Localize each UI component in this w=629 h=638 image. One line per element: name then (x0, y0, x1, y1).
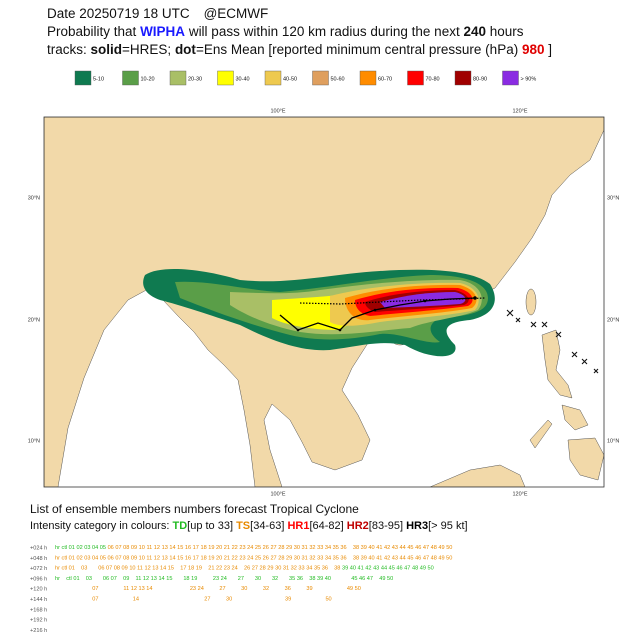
lon-label: 120°E (512, 108, 527, 114)
member-numbers: hr ctl 01 02 03 04 05 (55, 545, 108, 551)
row-members: 07 14 27 30 39 50 (55, 597, 332, 603)
palawan (529, 419, 553, 449)
row-label: +168 h (30, 607, 47, 613)
probability-field (143, 268, 495, 357)
legend: 5-10 10-20 20-30 30-40 40-50 50-60 60-70 70-80 8… (74, 70, 537, 86)
row-label: +192 h (30, 618, 47, 624)
mindanao (567, 437, 604, 481)
lat-label: 10°N (28, 438, 40, 444)
row-label: +048 h (30, 556, 47, 562)
borneo (429, 464, 526, 487)
ens-mean-track (299, 297, 486, 305)
row-members: hr ctl 01 02 03 04 05 06 07 08 09 10 11 … (55, 556, 452, 562)
legend-swatch (169, 70, 187, 86)
legend-swatch (359, 70, 377, 86)
header-text: Probability that (47, 24, 140, 39)
legend-swatch (407, 70, 424, 86)
legend-label: 70-80 (426, 76, 440, 82)
header-text: =Ens Mean [reported minimum central pres… (196, 42, 522, 57)
lon-label: 100°E (270, 108, 285, 114)
member-numbers: hr ctl 01 02 03 04 05 06 07 08 09 10 11 … (55, 556, 452, 562)
lat-label: 10°N (607, 438, 619, 444)
row-label: +024 h (30, 545, 47, 551)
intensity-range: [> 95 kt] (428, 520, 467, 532)
row-members: hr ctl 01 02 03 04 05 06 07 08 09 10 11 … (55, 545, 452, 551)
intensity-code: HR1 (287, 520, 309, 532)
header-text: @ECMWF (204, 6, 269, 21)
legend-label: 40-50 (283, 76, 297, 82)
intensity-code: HR2 (347, 520, 369, 532)
legend-swatch (502, 70, 519, 86)
legend-label: 10-20 (141, 76, 155, 82)
intensity-range: [up to 33] (187, 520, 236, 532)
intensity-range: [34-63] (250, 520, 287, 532)
taiwan (525, 288, 537, 316)
header-text: solid (91, 42, 123, 57)
legend-swatch (454, 70, 472, 86)
legend-label: 20-30 (188, 76, 202, 82)
row-members: 07 11 12 13 14 23 24 27 30 32 36 39 49 5… (55, 587, 361, 593)
row-members: hr ctl 01 03 06 07 09 11 12 13 14 15 18 … (55, 576, 393, 582)
member-numbers: 07 14 27 30 39 50 (55, 597, 332, 603)
header-text: tracks: (47, 42, 91, 57)
map-axes: 100°E 100°E 120°E 120°E 30°N 30°N 20°N 20°N 10°N… (28, 108, 620, 497)
row-label: +144 h (30, 597, 47, 603)
legend-swatch (264, 70, 282, 86)
intensity-range: [83-95] (369, 520, 406, 532)
header-text: 240 (463, 24, 486, 39)
legend-swatch (312, 70, 329, 86)
member-numbers: 39 40 41 42 43 44 45 46 47 48 49 50 (361, 545, 453, 551)
lon-label: 100°E (270, 491, 285, 497)
header-line: tracks: solid=HRES; dot=Ens Mean [report… (47, 42, 552, 57)
legend-label: 60-70 (378, 76, 392, 82)
header-text: 980 (522, 42, 545, 57)
row-label: +120 h (30, 587, 47, 593)
row-label: +096 h (30, 576, 47, 582)
legend-label: 30-40 (236, 76, 250, 82)
member-numbers: hr ctl 01 03 06 07 09 11 12 13 14 15 18 … (55, 576, 393, 582)
intensity-range: [64-82] (309, 520, 346, 532)
member-numbers: hr ctl 01 03 06 07 08 09 10 11 12 13 14 … (55, 566, 342, 572)
intensity-code: TD (172, 520, 187, 532)
header-text: ] (544, 42, 552, 57)
legend-label: 80-90 (473, 76, 487, 82)
lat-label: 20°N (28, 317, 40, 323)
legend-label: 5-10 (93, 76, 104, 82)
header-text: =HRES; (122, 42, 175, 57)
member-rows: +024 h hr ctl 01 02 03 04 05 06 07 08 09 … (30, 545, 452, 634)
lat-label: 20°N (607, 317, 619, 323)
intensity-prefix: Intensity category in colours: (30, 520, 172, 532)
legend-label: > 90% (521, 76, 537, 82)
legend-swatch (122, 70, 139, 86)
legend-swatch (217, 70, 234, 86)
header-line: Probability that WIPHA will pass within … (47, 24, 524, 39)
member-numbers: 06 07 08 09 10 11 12 13 14 15 16 17 18 1… (108, 545, 361, 551)
row-label: +072 h (30, 566, 47, 572)
map (44, 117, 604, 487)
visayas (561, 404, 589, 431)
member-numbers: 07 11 12 13 14 23 24 27 30 32 36 39 49 5… (55, 587, 361, 593)
header-text: Date 20250719 18 UTC (47, 6, 190, 21)
luzon (541, 329, 573, 399)
lat-label: 30°N (607, 195, 619, 201)
header-text: will pass within 120 km radius during th… (185, 24, 463, 39)
reported-positions (506, 309, 599, 374)
header-text: WIPHA (140, 24, 185, 39)
intensity-code: HR3 (406, 520, 428, 532)
header-text: dot (175, 42, 196, 57)
legend-swatch (74, 70, 92, 86)
header-text: hours (486, 24, 524, 39)
members-title: List of ensemble members numbers forecas… (30, 502, 359, 516)
intensity-legend: Intensity category in colours: TD[up to … (30, 520, 468, 532)
row-members: hr ctl 01 03 06 07 08 09 10 11 12 13 14 … (55, 566, 434, 572)
map-frame (43, 116, 605, 488)
legend-label: 50-60 (331, 76, 345, 82)
lat-label: 30°N (28, 195, 40, 201)
lon-label: 120°E (512, 491, 527, 497)
row-label: +216 h (30, 628, 47, 634)
intensity-code: TS (236, 520, 250, 532)
header-line: Date 20250719 18 UTC @ECMWF (47, 6, 268, 21)
member-numbers: 39 40 41 42 43 44 45 46 47 48 49 50 (342, 566, 434, 572)
